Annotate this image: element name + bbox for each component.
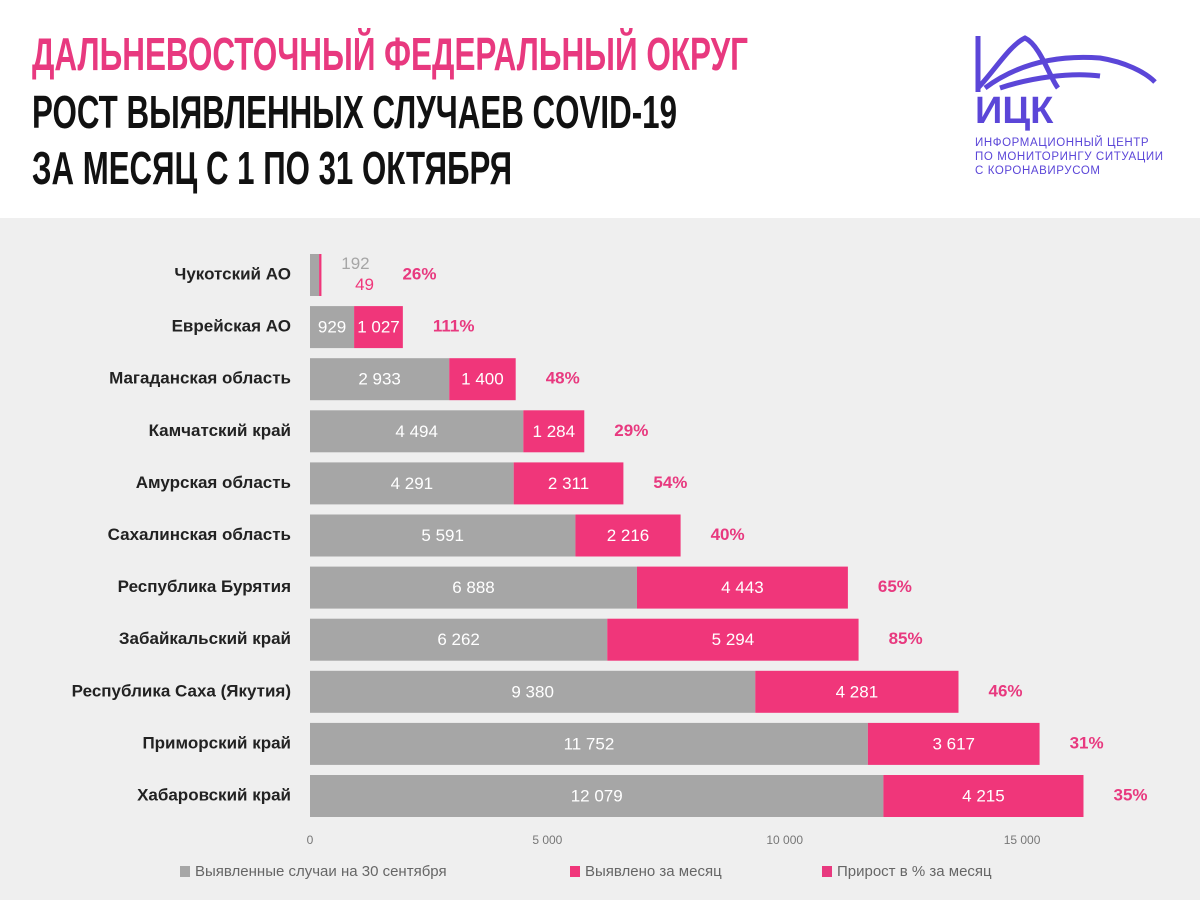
bar-segment — [523, 410, 585, 453]
growth-label: 48% — [546, 369, 580, 388]
bar-segment — [310, 670, 756, 713]
legend-swatch — [180, 866, 190, 877]
value-label: 192 — [341, 254, 369, 273]
growth-label: 65% — [878, 577, 912, 596]
bar-segment — [513, 462, 624, 505]
chart-subtitle: РОСТ ВЫЯВЛЕННЫХ СЛУЧАЕВ COVID-19 — [32, 86, 677, 138]
value-label: 4 494 — [395, 422, 438, 441]
value-label: 3 617 — [932, 734, 975, 753]
category-label: Забайкальский край — [119, 629, 291, 648]
bar-segment — [607, 618, 859, 661]
bar-segment — [310, 410, 524, 453]
logo-text: ПО МОНИТОРИНГУ СИТУАЦИИ — [975, 151, 1164, 163]
x-tick-label: 0 — [307, 833, 314, 847]
bar-segment — [310, 618, 608, 661]
bar-segment — [636, 566, 848, 609]
bar-segment — [354, 306, 403, 349]
value-label: 6 888 — [452, 578, 495, 597]
legend-label: Прирост в % за месяц — [837, 863, 992, 880]
bar-segment — [575, 514, 681, 557]
logo — [975, 35, 1157, 92]
value-label: 4 291 — [391, 474, 434, 493]
bar-segment — [310, 514, 576, 557]
bar-segment — [867, 722, 1040, 765]
value-label: 4 281 — [836, 682, 879, 701]
value-label: 4 443 — [721, 578, 764, 597]
growth-label: 85% — [889, 629, 923, 648]
bar-segment — [310, 775, 884, 817]
legend-label: Выявленные случаи на 30 сентября — [195, 863, 447, 880]
bar-segment — [310, 566, 637, 609]
category-label: Камчатский край — [149, 421, 291, 440]
category-label: Амурская область — [136, 473, 291, 492]
bar-segment — [310, 722, 868, 765]
value-label: 49 — [355, 275, 374, 294]
growth-label: 26% — [402, 264, 436, 283]
value-label: 929 — [318, 318, 346, 337]
growth-label: 40% — [711, 525, 745, 544]
value-label: 1 284 — [533, 422, 576, 441]
value-label: 1 027 — [357, 318, 400, 337]
bar-segment — [310, 254, 320, 296]
value-label: 2 933 — [358, 370, 401, 389]
category-label: Республика Бурятия — [118, 577, 291, 596]
growth-label: 35% — [1113, 785, 1147, 804]
bar-segment — [319, 254, 322, 296]
growth-label: 46% — [988, 681, 1022, 700]
value-label: 5 294 — [712, 630, 755, 649]
value-label: 9 380 — [511, 682, 554, 701]
growth-label: 31% — [1070, 733, 1104, 752]
category-label: Еврейская АО — [172, 317, 291, 336]
bar-segment — [883, 775, 1084, 817]
bar-segment — [310, 462, 514, 505]
header-bg — [0, 0, 1200, 218]
value-label: 1 400 — [461, 370, 504, 389]
value-label: 12 079 — [571, 786, 623, 805]
chart-subtitle: ЗА МЕСЯЦ С 1 ПО 31 ОКТЯБРЯ — [32, 142, 512, 194]
bar-segment — [310, 306, 355, 349]
value-label: 2 311 — [548, 474, 589, 493]
value-label: 6 262 — [437, 630, 480, 649]
value-label: 2 216 — [607, 526, 650, 545]
bar-segment — [755, 670, 959, 713]
logo-text: С КОРОНАВИРУСОМ — [975, 165, 1101, 177]
growth-label: 54% — [653, 473, 687, 492]
category-label: Сахалинская область — [108, 525, 291, 544]
legend-swatch — [822, 866, 832, 877]
growth-label: 29% — [614, 421, 648, 440]
legend-label: Выявлено за месяц — [585, 863, 722, 880]
x-tick-label: 10 000 — [766, 833, 803, 847]
bar-segment — [449, 358, 516, 401]
growth-label: 111% — [433, 317, 475, 336]
category-label: Хабаровский край — [137, 785, 291, 804]
category-label: Республика Саха (Якутия) — [72, 681, 291, 700]
value-label: 4 215 — [962, 786, 1005, 805]
logo-text: ИНФОРМАЦИОННЫЙ ЦЕНТР — [975, 136, 1149, 149]
value-label: 11 752 — [564, 734, 615, 753]
category-label: Чукотский АО — [174, 264, 291, 283]
category-label: Приморский край — [142, 733, 291, 752]
x-tick-label: 5 000 — [532, 833, 562, 847]
logo-name: ИЦК — [975, 90, 1054, 132]
category-label: Магаданская область — [109, 369, 291, 388]
value-label: 5 591 — [421, 526, 464, 545]
x-tick-label: 15 000 — [1004, 833, 1041, 847]
logo-mark — [975, 35, 1157, 92]
bar-segment — [310, 358, 450, 401]
legend-swatch — [570, 866, 580, 877]
chart-title: ДАЛЬНЕВОСТОЧНЫЙ ФЕДЕРАЛЬНЫЙ ОКРУГ — [32, 28, 748, 80]
